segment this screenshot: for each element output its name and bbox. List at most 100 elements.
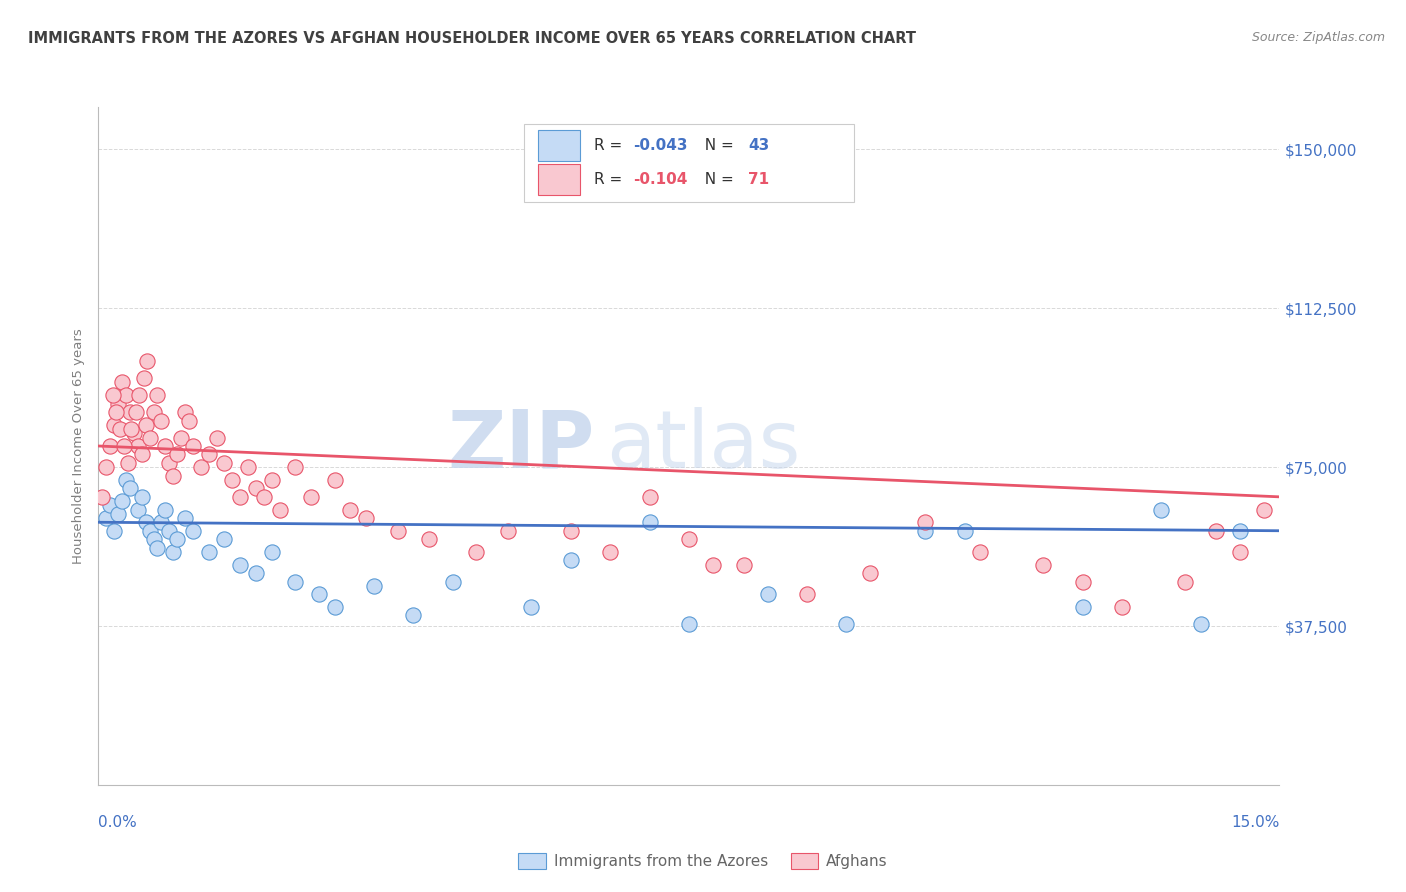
Point	[162, 545, 184, 559]
Point	[197, 545, 219, 559]
Point	[756, 587, 779, 601]
Point	[496, 524, 519, 538]
Point	[112, 439, 135, 453]
Point	[190, 460, 212, 475]
Point	[125, 405, 148, 419]
Point	[103, 417, 125, 432]
Point	[1111, 599, 1133, 614]
Point	[131, 447, 153, 462]
Point	[155, 439, 177, 453]
Point	[214, 456, 236, 470]
FancyBboxPatch shape	[537, 164, 581, 194]
Text: -0.104: -0.104	[634, 172, 688, 187]
Point	[260, 545, 283, 559]
Point	[205, 430, 228, 444]
Point	[138, 524, 160, 538]
Point	[132, 371, 155, 385]
Legend: Immigrants from the Azores, Afghans: Immigrants from the Azores, Afghans	[512, 847, 894, 875]
Point	[115, 473, 138, 487]
Point	[1032, 558, 1054, 572]
Point	[96, 511, 118, 525]
Point	[121, 422, 143, 436]
Text: Source: ZipAtlas.com: Source: ZipAtlas.com	[1251, 31, 1385, 45]
Point	[560, 524, 582, 538]
Point	[1229, 545, 1251, 559]
Point	[678, 617, 700, 632]
Point	[174, 511, 197, 525]
Point	[214, 532, 236, 546]
Text: N =: N =	[695, 172, 738, 187]
Point	[229, 558, 252, 572]
Point	[110, 422, 132, 436]
Point	[157, 456, 180, 470]
Point	[253, 490, 276, 504]
Y-axis label: Householder Income Over 65 years: Householder Income Over 65 years	[72, 328, 86, 564]
Point	[174, 405, 197, 419]
Point	[111, 494, 134, 508]
Point	[96, 460, 118, 475]
Point	[98, 439, 121, 453]
Point	[1205, 524, 1227, 538]
Point	[638, 490, 661, 504]
Point	[245, 482, 267, 496]
Point	[1229, 524, 1251, 538]
Point	[118, 482, 141, 496]
Point	[138, 430, 160, 444]
Point	[284, 574, 307, 589]
Point	[1174, 574, 1197, 589]
Point	[111, 376, 134, 390]
Text: 0.0%: 0.0%	[98, 815, 138, 830]
Point	[166, 447, 188, 462]
Point	[702, 558, 724, 572]
Point	[1150, 502, 1173, 516]
Point	[142, 532, 165, 546]
Point	[387, 524, 409, 538]
Point	[914, 524, 936, 538]
Point	[115, 388, 138, 402]
Point	[197, 447, 219, 462]
Point	[796, 587, 818, 601]
Text: 43: 43	[748, 138, 769, 153]
Point	[402, 608, 425, 623]
Point	[1189, 617, 1212, 632]
Text: ZIP: ZIP	[447, 407, 595, 485]
FancyBboxPatch shape	[537, 130, 581, 161]
Text: R =: R =	[595, 172, 627, 187]
Point	[177, 414, 200, 428]
Text: IMMIGRANTS FROM THE AZORES VS AFGHAN HOUSEHOLDER INCOME OVER 65 YEARS CORRELATIO: IMMIGRANTS FROM THE AZORES VS AFGHAN HOU…	[28, 31, 917, 46]
Point	[1253, 502, 1275, 516]
Point	[1071, 574, 1094, 589]
Point	[260, 473, 283, 487]
Point	[835, 617, 858, 632]
Point	[363, 579, 385, 593]
Point	[162, 468, 184, 483]
Point	[91, 490, 114, 504]
Point	[103, 524, 125, 538]
Point	[599, 545, 621, 559]
Point	[229, 490, 252, 504]
Text: 15.0%: 15.0%	[1232, 815, 1279, 830]
Point	[969, 545, 991, 559]
Point	[155, 502, 177, 516]
Text: -0.043: -0.043	[634, 138, 688, 153]
Text: 71: 71	[748, 172, 769, 187]
Point	[323, 599, 346, 614]
Point	[181, 524, 204, 538]
Point	[269, 502, 291, 516]
Point	[146, 388, 169, 402]
Point	[150, 515, 173, 529]
Point	[170, 430, 193, 444]
Point	[308, 587, 330, 601]
Point	[127, 439, 149, 453]
Point	[678, 532, 700, 546]
Point	[136, 354, 159, 368]
Point	[284, 460, 307, 475]
Point	[142, 405, 165, 419]
Point	[560, 553, 582, 567]
Point	[914, 515, 936, 529]
Point	[118, 405, 141, 419]
Point	[1071, 599, 1094, 614]
Point	[953, 524, 976, 538]
Point	[638, 515, 661, 529]
Point	[146, 541, 169, 555]
